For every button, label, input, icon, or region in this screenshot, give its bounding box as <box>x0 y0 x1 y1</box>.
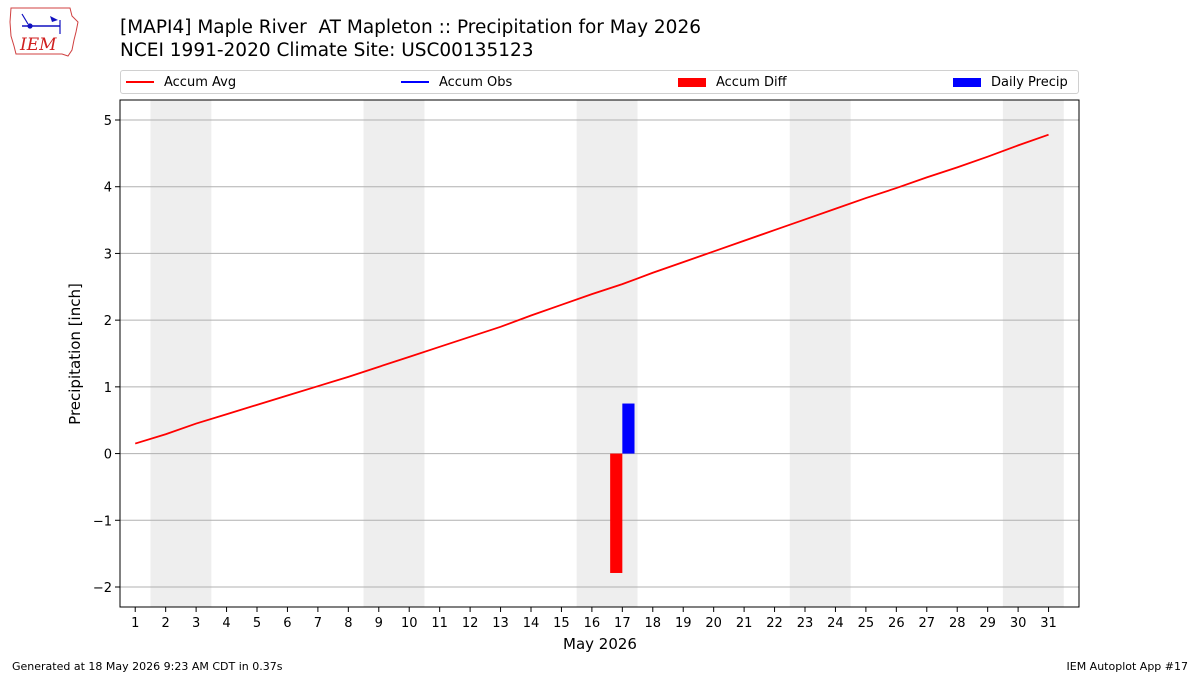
x-tick-label-11: 11 <box>431 616 448 631</box>
x-tick-label-28: 28 <box>949 616 966 631</box>
x-tick-label-18: 18 <box>645 616 662 631</box>
chart-title: [MAPI4] Maple River AT Mapleton :: Preci… <box>120 17 701 38</box>
legend-item-accum-obs: Accum Obs <box>401 71 512 93</box>
x-tick-label-12: 12 <box>462 616 479 631</box>
y-tick-label-6: 4 <box>104 181 112 196</box>
weekend-shading-group <box>150 100 1064 607</box>
weekend-band-1 <box>363 100 425 607</box>
footer-generated-text: Generated at 18 May 2026 9:23 AM CDT in … <box>12 660 283 673</box>
x-tick-label-3: 3 <box>192 616 200 631</box>
x-axis-label: May 2026 <box>563 635 637 653</box>
gridline-group <box>120 119 1079 588</box>
legend: Accum Avg Accum Obs Accum Diff Daily Pre… <box>120 70 1079 94</box>
legend-item-accum-avg: Accum Avg <box>126 71 236 93</box>
logo-text: IEM <box>19 35 57 55</box>
x-axis-ticks: 1 2 3 4 5 6 7 8 9 10 11 12 13 14 15 16 17 18 19 20 21 22 23 24 2… <box>131 607 1057 631</box>
line-accum-avg <box>134 133 1049 445</box>
y-tick-label-1: −1 <box>93 514 112 529</box>
x-tick-label-17: 17 <box>614 616 631 631</box>
x-tick-label-19: 19 <box>675 616 692 631</box>
bar-group <box>610 403 635 573</box>
x-tick-label-10: 10 <box>401 616 418 631</box>
legend-swatch-accum-obs <box>401 81 429 83</box>
x-tick-label-14: 14 <box>523 616 540 631</box>
chart-subtitle: NCEI 1991-2020 Climate Site: USC00135123 <box>120 40 534 61</box>
legend-swatch-accum-avg <box>126 81 154 83</box>
y-tick-label-5: 3 <box>104 247 112 262</box>
x-tick-label-1: 1 <box>131 616 139 631</box>
x-tick-label-26: 26 <box>888 616 905 631</box>
x-tick-label-24: 24 <box>827 616 844 631</box>
legend-swatch-accum-diff <box>678 77 706 87</box>
x-tick-label-5: 5 <box>253 616 261 631</box>
plot-frame <box>119 99 1080 608</box>
x-tick-label-27: 27 <box>919 616 936 631</box>
legend-swatch-daily-precip <box>953 77 981 87</box>
y-axis-label: Precipitation [inch] <box>66 283 84 425</box>
legend-label-accum-obs: Accum Obs <box>439 74 513 90</box>
iem-iowa-logo-icon: IEM <box>9 7 79 57</box>
y-tick-label-0: −2 <box>93 581 112 596</box>
bar-accum-diff-0 <box>610 453 623 573</box>
bar-daily-precip-0 <box>622 403 635 454</box>
y-tick-label-4: 2 <box>104 314 112 329</box>
x-tick-label-2: 2 <box>162 616 170 631</box>
x-tick-label-16: 16 <box>584 616 601 631</box>
x-tick-label-7: 7 <box>314 616 322 631</box>
x-tick-label-21: 21 <box>736 616 753 631</box>
legend-label-accum-diff: Accum Diff <box>716 74 787 90</box>
x-tick-label-9: 9 <box>375 616 383 631</box>
y-tick-label-7: 5 <box>104 114 112 129</box>
x-tick-label-30: 30 <box>1010 616 1027 631</box>
weekend-band-3 <box>789 100 851 607</box>
y-tick-label-2: 0 <box>104 448 112 463</box>
weekend-band-2 <box>576 100 638 607</box>
y-axis-ticks: −2 −1 0 1 2 3 4 5 <box>93 114 120 596</box>
legend-label-daily-precip: Daily Precip <box>991 74 1068 90</box>
y-tick-label-3: 1 <box>104 381 112 396</box>
weekend-band-0 <box>150 100 212 607</box>
x-tick-label-8: 8 <box>344 616 352 631</box>
x-tick-label-20: 20 <box>705 616 722 631</box>
x-tick-label-4: 4 <box>222 616 230 631</box>
x-tick-label-13: 13 <box>492 616 509 631</box>
x-tick-label-22: 22 <box>766 616 783 631</box>
legend-item-daily-precip: Daily Precip <box>953 71 1068 93</box>
x-tick-label-23: 23 <box>797 616 814 631</box>
legend-item-accum-diff: Accum Diff <box>678 71 787 93</box>
line-group <box>134 133 1049 445</box>
legend-label-accum-avg: Accum Avg <box>164 74 237 90</box>
x-tick-label-25: 25 <box>858 616 875 631</box>
x-tick-label-29: 29 <box>979 616 996 631</box>
weekend-band-4 <box>1002 100 1064 607</box>
footer-app-text: IEM Autoplot App #17 <box>1066 660 1189 673</box>
x-tick-label-31: 31 <box>1040 616 1057 631</box>
x-tick-label-6: 6 <box>283 616 291 631</box>
x-tick-label-15: 15 <box>553 616 570 631</box>
